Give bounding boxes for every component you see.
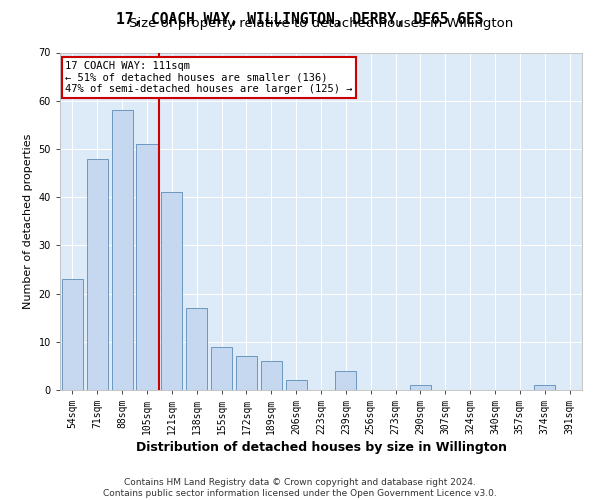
Bar	[211, 346, 232, 390]
Bar	[335, 370, 356, 390]
Bar	[161, 192, 182, 390]
Text: 17 COACH WAY: 111sqm
← 51% of detached houses are smaller (136)
47% of semi-deta: 17 COACH WAY: 111sqm ← 51% of detached h…	[65, 61, 353, 94]
X-axis label: Distribution of detached houses by size in Willington: Distribution of detached houses by size …	[136, 441, 506, 454]
Title: Size of property relative to detached houses in Willington: Size of property relative to detached ho…	[129, 18, 513, 30]
Text: Contains HM Land Registry data © Crown copyright and database right 2024.
Contai: Contains HM Land Registry data © Crown c…	[103, 478, 497, 498]
Bar	[410, 385, 431, 390]
Bar	[87, 158, 108, 390]
Bar	[112, 110, 133, 390]
Bar	[236, 356, 257, 390]
Text: 17, COACH WAY, WILLINGTON, DERBY, DE65 6ES: 17, COACH WAY, WILLINGTON, DERBY, DE65 6…	[116, 12, 484, 28]
Bar	[136, 144, 158, 390]
Bar	[286, 380, 307, 390]
Bar	[186, 308, 207, 390]
Bar	[261, 361, 282, 390]
Bar	[534, 385, 555, 390]
Y-axis label: Number of detached properties: Number of detached properties	[23, 134, 33, 309]
Bar	[62, 279, 83, 390]
